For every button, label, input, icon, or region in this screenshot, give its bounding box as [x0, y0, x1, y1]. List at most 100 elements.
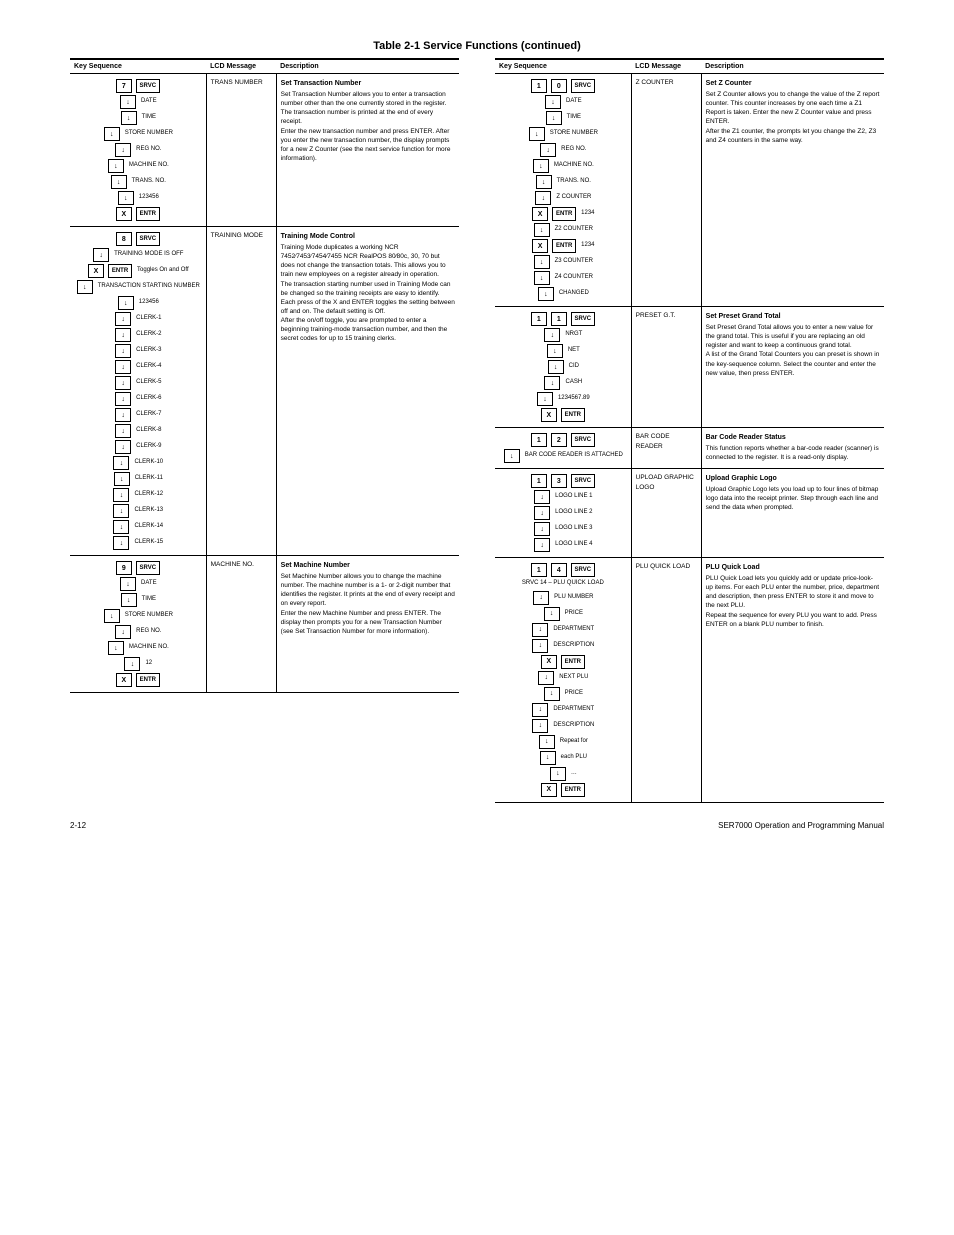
down-arrow-icon: ↓: [118, 191, 134, 205]
key-0: 0: [551, 79, 567, 93]
seq-label: CLERK-6: [136, 394, 161, 404]
key-sequence-row: ↓DESCRIPTION: [531, 639, 594, 653]
left-table: Key Sequence LCD Message Description 7SR…: [70, 58, 459, 693]
key-sequence-row: 13SRVC: [530, 474, 596, 488]
seq-label: Z2 COUNTER: [555, 225, 593, 235]
seq-label: Z3 COUNTER: [555, 257, 593, 267]
seq-label: NRGT: [565, 330, 582, 340]
down-arrow-icon: ↓: [115, 440, 131, 454]
seq-label: each PLU: [561, 753, 587, 763]
key-sequence-row: ↓CLERK-8: [114, 424, 161, 438]
desc-paragraph: A list of the Grand Total Counters you c…: [706, 350, 880, 377]
desc-cell: Bar Code Reader StatusThis function repo…: [701, 428, 884, 469]
seq-label: PRICE: [565, 609, 583, 619]
key-sequence-row: XENTRToggles On and Off: [87, 264, 189, 278]
key-sequence-row: ↓LOGO LINE 1: [533, 490, 592, 504]
seq-label: Z4 COUNTER: [555, 273, 593, 283]
desc-paragraph: Repeat the sequence for every PLU you wa…: [706, 611, 880, 629]
seq-label: CLERK-4: [136, 362, 161, 372]
key-sequence-cell: 14SRVCSRVC 14 – PLU QUICK LOAD↓PLU NUMBE…: [495, 558, 631, 803]
seq-label: REG NO.: [136, 145, 161, 155]
key-sequence-row: ↓CLERK-15: [112, 536, 163, 550]
key-1: 1: [531, 563, 547, 577]
seq-label: Repeat for: [560, 737, 588, 747]
down-arrow-icon: ↓: [532, 623, 548, 637]
key-sequence-row: ↓LOGO LINE 3: [533, 522, 592, 536]
down-arrow-icon: ↓: [121, 111, 137, 125]
seq-label: CLERK-9: [136, 442, 161, 452]
seq-label: TRANSACTION STARTING NUMBER: [98, 282, 200, 292]
seq-label: CLERK-13: [134, 506, 163, 516]
down-arrow-icon: ↓: [529, 127, 545, 141]
down-arrow-icon: ↓: [539, 735, 555, 749]
key-sequence-row: ↓TRAINING MODE IS OFF: [92, 248, 183, 262]
lcd-cell: PLU QUICK LOAD: [631, 558, 701, 803]
key-srvc: SRVC: [571, 312, 595, 326]
table-row: 10SRVC↓DATE↓TIME↓STORE NUMBER↓REG NO.↓MA…: [495, 74, 884, 307]
left-column: Key Sequence LCD Message Description 7SR…: [70, 58, 459, 803]
page-title: Table 2-1 Service Functions (continued): [70, 40, 884, 52]
footer-left: 2-12: [70, 821, 86, 830]
down-arrow-icon: ↓: [534, 506, 550, 520]
down-arrow-icon: ↓: [544, 687, 560, 701]
key-sequence-row: ↓CLERK-10: [112, 456, 163, 470]
key-sequence-row: ↓CLERK-7: [114, 408, 161, 422]
key-sequence-row: ↓CLERK-5: [114, 376, 161, 390]
key-sequence-row: ↓CLERK-4: [114, 360, 161, 374]
down-arrow-icon: ↓: [538, 287, 554, 301]
seq-label: …: [571, 769, 577, 779]
col-header: Key Sequence: [495, 59, 631, 74]
seq-label: CHANGED: [559, 289, 589, 299]
down-arrow-icon: ↓: [124, 657, 140, 671]
key-sequence-row: ↓BAR CODE READER IS ATTACHED: [503, 449, 623, 463]
down-arrow-icon: ↓: [547, 344, 563, 358]
key-sequence-row: ↓CLERK-14: [112, 520, 163, 534]
col-header: Description: [276, 59, 459, 74]
key-sequence-row: ↓CLERK-1: [114, 312, 161, 326]
table-row: 11SRVC↓NRGT↓NET↓CID↓CASH↓1234567.89XENTR…: [495, 307, 884, 428]
key-sequence-row: ↓ TIME: [545, 111, 581, 125]
down-arrow-icon: ↓: [533, 159, 549, 173]
seq-label: MACHINE NO.: [554, 161, 594, 171]
desc-paragraph: PLU Quick Load lets you quickly add or u…: [706, 574, 880, 610]
down-arrow-icon: ↓: [533, 591, 549, 605]
key-srvc: SRVC: [571, 474, 595, 488]
down-arrow-icon: ↓: [108, 159, 124, 173]
key-sequence-row: ↓PRICE: [543, 607, 583, 621]
desc-title: Upload Graphic Logo: [706, 473, 880, 484]
down-arrow-icon: ↓: [115, 312, 131, 326]
key-x: X: [116, 673, 132, 687]
table-row: 12SRVC↓BAR CODE READER IS ATTACHEDBAR CO…: [495, 428, 884, 469]
table-row: 8SRVC↓TRAINING MODE IS OFFXENTRToggles O…: [70, 227, 459, 556]
desc-cell: Set Machine NumberSet Machine Number all…: [276, 556, 459, 693]
right-column: Key Sequence LCD Message Description 10S…: [495, 58, 884, 803]
key-sequence-row: ↓ CHANGED: [537, 287, 589, 301]
key-9: 9: [116, 561, 132, 575]
desc-cell: Training Mode ControlTraining Mode dupli…: [276, 227, 459, 556]
seq-label: REG NO.: [136, 627, 161, 637]
desc-title: Bar Code Reader Status: [706, 432, 880, 443]
key-sequence-row: ↓DATE: [119, 577, 157, 591]
key-sequence-row: ↓STORE NUMBER: [528, 127, 598, 141]
desc-title: Set Transaction Number: [281, 78, 455, 89]
down-arrow-icon: ↓: [113, 536, 129, 550]
desc-title: Set Preset Grand Total: [706, 311, 880, 322]
key-sequence-row: 9 SRVC: [115, 561, 161, 575]
key-sequence-row: ↓Z3 COUNTER: [533, 255, 593, 269]
key-srvc: SRVC: [136, 561, 160, 575]
down-arrow-icon: ↓: [546, 111, 562, 125]
seq-label: TIME: [567, 113, 581, 123]
key-1: 1: [531, 312, 547, 326]
seq-label: CLERK-12: [134, 490, 163, 500]
down-arrow-icon: ↓: [111, 175, 127, 189]
lcd-cell: MACHINE NO.: [206, 556, 276, 693]
lcd-cell: UPLOAD GRAPHIC LOGO: [631, 469, 701, 558]
key-sequence-row: ↓TRANSACTION STARTING NUMBER: [76, 280, 200, 294]
down-arrow-icon: ↓: [545, 95, 561, 109]
desc-paragraph: Set Transaction Number allows you to ent…: [281, 90, 455, 126]
key-sequence-row: 11SRVC: [530, 312, 596, 326]
key-sequence-row: ↓…: [549, 767, 577, 781]
desc-paragraph: Set Machine Number allows you to change …: [281, 572, 455, 608]
columns: Key Sequence LCD Message Description 7SR…: [70, 58, 884, 803]
seq-label: PRICE: [565, 689, 583, 699]
